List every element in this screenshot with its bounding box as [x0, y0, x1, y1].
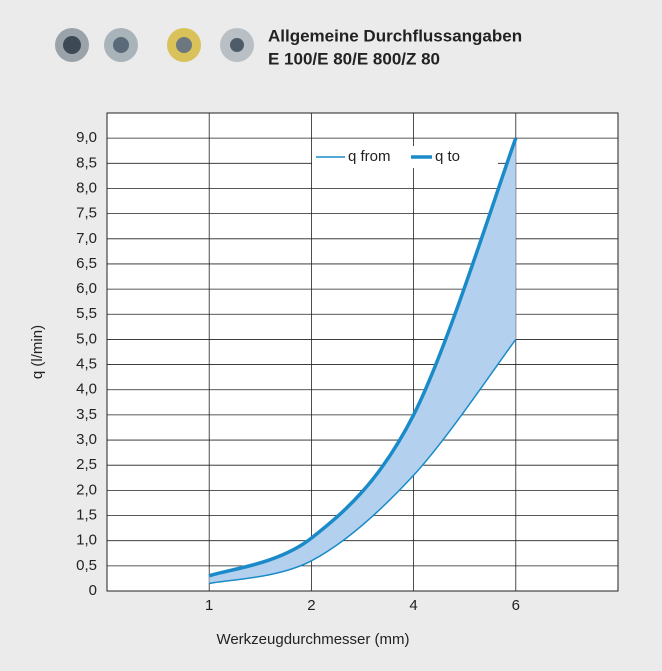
tool-icons — [55, 28, 254, 62]
y-tick-label: 1,5 — [76, 506, 97, 523]
series-line — [208, 137, 518, 578]
legend-label: q from — [348, 148, 391, 165]
y-tick-label: 2,5 — [76, 456, 97, 473]
y-axis-label: q (l/min) — [29, 325, 46, 379]
y-tick-label: 4,5 — [76, 356, 97, 373]
y-tick-label: 8,0 — [76, 179, 97, 196]
y-tick-label: 5,5 — [76, 305, 97, 322]
plot-border — [106, 112, 619, 592]
x-tick-label: 6 — [512, 597, 520, 614]
y-tick-label: 3,5 — [76, 406, 97, 423]
y-tick-label: 8,5 — [76, 154, 97, 171]
y-tick-label: 7,0 — [76, 230, 97, 247]
y-tick-label: 6,0 — [76, 280, 97, 297]
series-line — [209, 338, 517, 585]
y-tick-label: 1,0 — [76, 532, 97, 549]
y-tick-label: 6,5 — [76, 255, 97, 272]
chart-subtitle: E 100/E 80/E 800/Z 80 — [268, 49, 440, 68]
y-tick-label: 0 — [89, 582, 97, 599]
y-tick-label: 3,0 — [76, 431, 97, 448]
x-tick-label: 4 — [409, 597, 417, 614]
y-tick-label: 4,0 — [76, 381, 97, 398]
y-tick-label: 7,5 — [76, 205, 97, 222]
y-tick-label: 5,0 — [76, 330, 97, 347]
range-area — [209, 138, 516, 584]
chart-title: Allgemeine Durchflussangaben — [268, 26, 522, 45]
legend: q from q to — [312, 146, 498, 168]
legend-label: q to — [435, 148, 460, 165]
x-axis-label: Werkzeugdurchmesser (mm) — [216, 631, 409, 648]
x-tick-label: 1 — [205, 597, 213, 614]
x-tick-label: 2 — [307, 597, 315, 614]
y-tick-label: 9,0 — [76, 129, 97, 146]
y-tick-label: 0,5 — [76, 557, 97, 574]
legend-box — [312, 146, 498, 168]
y-tick-label: 2,0 — [76, 481, 97, 498]
